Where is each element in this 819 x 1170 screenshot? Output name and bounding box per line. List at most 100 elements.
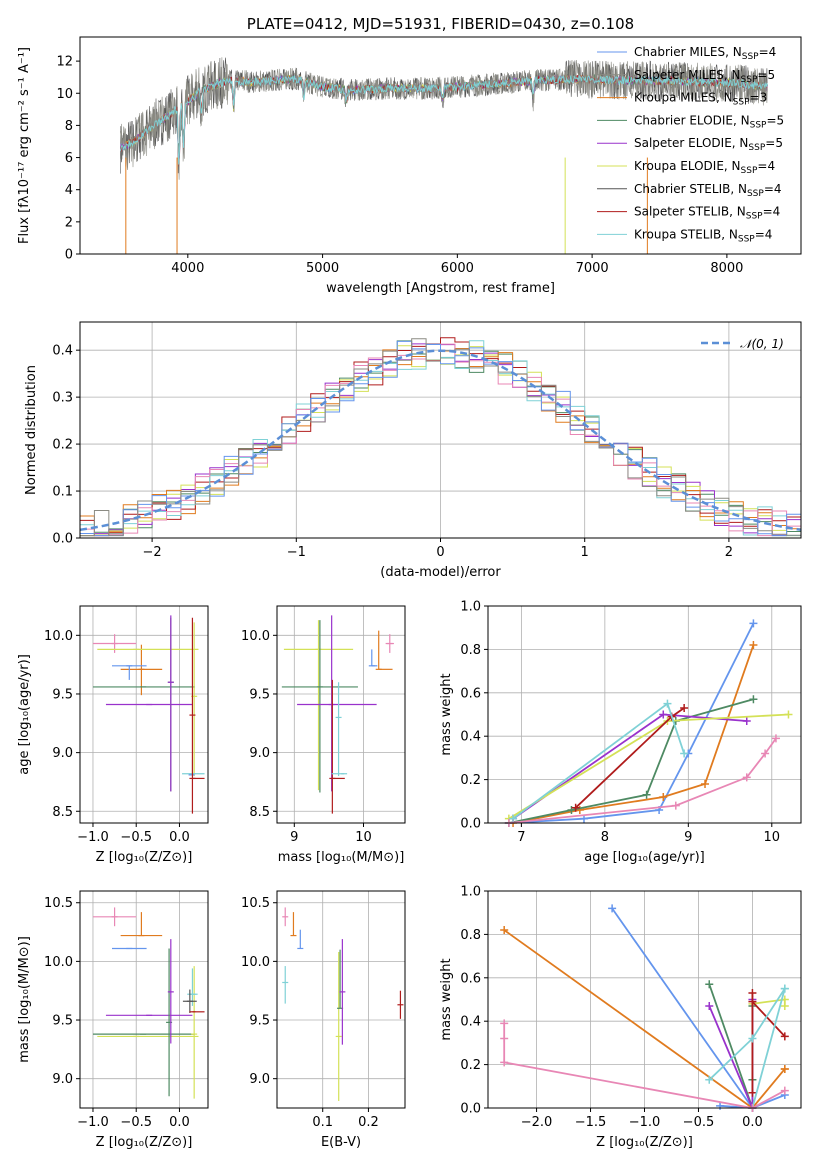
point-marker [748, 997, 757, 1006]
legend-subscript: SSP [748, 143, 765, 153]
y-tick-label: 10.0 [44, 955, 73, 970]
legend-tail: =4 [757, 159, 775, 173]
y-tick-label: 1.0 [460, 885, 481, 900]
y-tick-label: 0.4 [460, 1015, 481, 1030]
data-point [167, 939, 174, 1044]
data-point [375, 630, 393, 670]
series-line [512, 644, 755, 824]
x-axis-label: Z [log₁₀(Z/Z⊙)] [96, 1135, 193, 1150]
y-axis-label: mass weight [439, 673, 454, 755]
y-tick-label: 0.8 [460, 643, 481, 658]
point-marker [749, 641, 758, 650]
y-tick-label: 9.5 [249, 1014, 270, 1029]
spectrum-series-line [120, 57, 768, 180]
point-marker [749, 695, 758, 704]
data-point [297, 615, 377, 792]
x-tick-label: 5000 [306, 261, 339, 276]
y-tick-label: 10.0 [44, 629, 73, 644]
legend-tail: =5 [766, 113, 784, 127]
point-marker [748, 988, 757, 997]
y-axis-label: age [log₁₀(age/yr)] [17, 654, 32, 775]
point-marker [705, 1075, 714, 1084]
age-vs-Z-frame [79, 605, 209, 824]
point-marker [659, 792, 668, 801]
y-tick-label: 0.3 [52, 391, 73, 406]
y-tick-label: 8.5 [249, 805, 270, 820]
y-tick-label: 10.5 [241, 896, 270, 911]
x-tick-label: 8 [601, 830, 609, 845]
point-marker [642, 790, 651, 799]
legend-text: Kroupa MILES, N [634, 91, 733, 105]
point-marker [780, 1086, 789, 1095]
weight-series [705, 995, 757, 1112]
point-marker [663, 699, 672, 708]
weight-vs-Z-axes: −2.0 −1.5 −1.0 −0.5 0.0 0.0 0.2 0.4 0.6 0.8 1.0 Z [… [439, 885, 801, 1150]
data-point [297, 929, 304, 950]
legend-text: Chabrier STELIB, N [634, 182, 747, 196]
point-marker [701, 779, 710, 788]
weight-series [504, 695, 758, 827]
point-marker [659, 710, 668, 719]
data-point [167, 615, 174, 792]
data-point [120, 644, 163, 696]
legend-tail: =3 [750, 91, 768, 105]
y-tick-label: 9.0 [52, 1072, 73, 1087]
point-marker [705, 1002, 714, 1011]
age-vs-mass-axes: 9 10 8.5 9.0 9.5 10.0 mass [log₁₀(M/M⊙)] [241, 606, 405, 865]
legend-entry: 𝒩(0, 1) [740, 337, 784, 351]
point-marker [742, 717, 751, 726]
point-marker [680, 703, 689, 712]
data-point [187, 968, 198, 1006]
x-tick-label: −2 [143, 545, 162, 560]
x-tick-label: 8000 [710, 261, 743, 276]
series-line [508, 622, 755, 824]
x-tick-label: 10 [764, 830, 781, 845]
legend-text: Salpeter ELODIE, N [634, 136, 748, 150]
data-point [189, 617, 196, 814]
y-tick-label: 0 [65, 248, 73, 263]
data-point [112, 665, 147, 680]
x-axis-label: mass [log₁₀(M/M⊙)] [278, 850, 405, 865]
x-tick-label: 0.0 [169, 1115, 190, 1130]
y-tick-label: 9.5 [249, 687, 270, 702]
y-axis-label: Normed distribution [24, 365, 39, 495]
legend-tail: =4 [764, 182, 782, 196]
legend-entry: Kroupa STELIB, NSSP=4 [634, 227, 772, 244]
point-marker [509, 814, 518, 823]
y-tick-label: 9.0 [249, 746, 270, 761]
y-tick-label: 0.0 [460, 1102, 481, 1117]
x-tick-label: 9 [684, 830, 692, 845]
chart-title: PLATE=0412, MJD=51931, FIBERID=0430, z=0… [247, 15, 634, 33]
y-tick-label: 8.5 [52, 805, 73, 820]
legend-subscript: SSP [747, 189, 764, 199]
x-tick-label: 1 [581, 545, 589, 560]
x-axis-label: (data-model)/error [380, 565, 501, 580]
legend-entry: Kroupa ELODIE, NSSP=4 [634, 159, 775, 176]
legend-entry: Salpeter MILES, NSSP=5 [634, 68, 775, 85]
legend-text: Kroupa ELODIE, N [634, 159, 741, 173]
mass-vs-ebv-frame [276, 890, 406, 1109]
y-tick-label: 0.2 [460, 773, 481, 788]
legend-subscript: SSP [741, 166, 758, 176]
x-tick-label: 0.0 [169, 830, 190, 845]
y-tick-label: 10 [56, 87, 73, 102]
mass-vs-ebv-axes: 0.1 0.2 9.0 9.5 10.0 10.5 E(B-V) [241, 891, 405, 1150]
point-marker [567, 805, 576, 814]
legend-text: Salpeter MILES, N [634, 68, 741, 82]
x-tick-label: −1.0 [77, 1115, 109, 1130]
legend-tail: =4 [755, 227, 773, 241]
y-axis-label: mass [log₁₀(M/M⊙)] [17, 936, 32, 1063]
series-line [708, 984, 754, 1109]
y-tick-label: 0.2 [460, 1058, 481, 1073]
data-point [335, 682, 342, 777]
normal-curve [79, 349, 802, 532]
y-tick-label: 0.6 [460, 971, 481, 986]
y-tick-label: 4 [65, 183, 73, 198]
data-point [385, 634, 394, 653]
point-marker [748, 1034, 757, 1043]
y-tick-label: 9.0 [52, 746, 73, 761]
x-tick-label: 9 [290, 830, 298, 845]
point-marker [608, 904, 617, 913]
y-tick-label: 10.0 [241, 955, 270, 970]
